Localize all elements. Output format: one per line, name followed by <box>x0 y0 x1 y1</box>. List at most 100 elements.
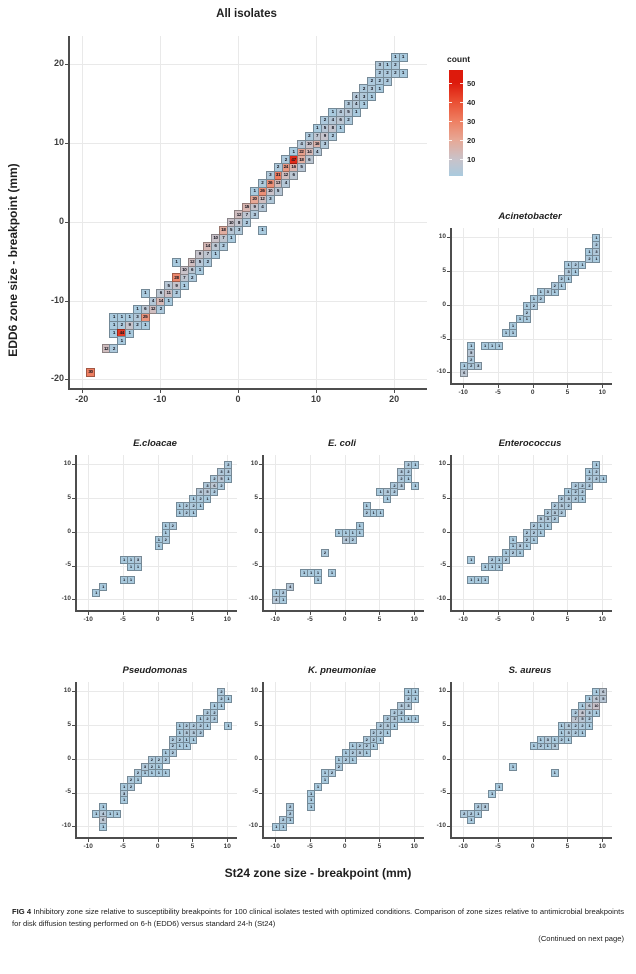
y-tick-label: 10 <box>438 687 446 695</box>
bin-cell: 1 <box>189 508 198 517</box>
legend-tick-mark <box>449 83 452 84</box>
x-axis-tick <box>192 612 194 615</box>
bin-cell: 1 <box>369 742 378 751</box>
gridline-horizontal <box>452 725 612 727</box>
y-axis-tick <box>259 758 262 760</box>
bin-cell: 1 <box>289 147 299 157</box>
bin-cell: 1 <box>306 796 315 805</box>
x-tick-label: -10 <box>270 616 280 623</box>
y-axis-tick <box>259 531 262 533</box>
caption-continued: (Continued on next page) <box>538 934 624 943</box>
caption-body: Inhibitory zone size relative to suscept… <box>12 907 624 928</box>
bin-cell: 1 <box>250 186 260 196</box>
gridline-horizontal <box>452 792 612 794</box>
bin-cell: 1 <box>189 735 198 744</box>
x-tick-label: 0 <box>342 616 347 623</box>
y-axis-tick <box>65 221 68 223</box>
x-tick-label: -5 <box>120 843 126 850</box>
x-tick-label: 5 <box>190 843 195 850</box>
bin-cell: 1 <box>592 234 601 243</box>
x-axis-tick <box>463 612 465 615</box>
bin-cell: 2 <box>217 688 226 697</box>
legend-title: count <box>447 54 471 64</box>
bin-cell: 2 <box>304 131 314 141</box>
x-tick-label: -5 <box>495 843 501 850</box>
y-axis-label: EDD6 zone size - breakpoint (mm) <box>6 163 20 357</box>
y-axis-tick <box>259 826 262 828</box>
bin-cell: 1 <box>133 562 142 571</box>
bin-cell: 1 <box>279 596 288 605</box>
bin-cell: 2 <box>281 155 291 165</box>
x-tick-label: 10 <box>410 616 418 623</box>
y-axis-tick <box>447 826 450 828</box>
legend-tick-mark <box>460 102 463 103</box>
x-axis-tick <box>379 839 381 842</box>
bin-cell: 2 <box>217 481 226 490</box>
gridline-horizontal <box>70 64 427 66</box>
legend-tick-30: 30 <box>467 117 476 126</box>
y-tick-label: 0 <box>442 754 446 762</box>
legend-tick-mark <box>460 159 463 160</box>
y-tick-label: 0 <box>254 527 258 535</box>
y-tick-label: 0 <box>442 527 446 535</box>
gridline-horizontal <box>77 792 237 794</box>
bin-cell: 1 <box>543 522 552 531</box>
bin-cell: 1 <box>383 495 392 504</box>
y-axis-tick <box>65 300 68 302</box>
y-tick-label: -10 <box>436 821 446 829</box>
y-axis-tick <box>447 464 450 466</box>
bin-cell: 1 <box>140 320 150 330</box>
panel-ecloacae: -10 -5 0 5 10 -10 -5 0 5 10 1 1 1 1 1 1 3 1 1 1 1 2 1 1 2 1 1 2 2 1 2 1… <box>62 455 237 623</box>
gridline-vertical <box>81 36 83 388</box>
y-axis-tick <box>72 498 75 500</box>
legend-tick-mark <box>449 102 452 103</box>
x-tick-label: -10 <box>458 616 468 623</box>
bin-cell: 2 <box>550 515 559 524</box>
x-axis-tick <box>532 839 534 842</box>
bin-cell: 4 <box>312 147 322 157</box>
y-axis-tick <box>447 237 450 239</box>
bin-cell: 2 <box>203 257 213 267</box>
y-tick-label: -10 <box>248 594 258 602</box>
bin-cell: 2 <box>320 549 329 558</box>
x-axis-tick <box>122 612 124 615</box>
bin-cell: 1 <box>398 68 408 78</box>
x-tick-label: 10 <box>598 843 606 850</box>
gridline-horizontal <box>264 498 424 500</box>
x-tick-label: -10 <box>270 843 280 850</box>
x-tick-label: -10 <box>458 389 468 396</box>
bin-cell: 1 <box>367 92 377 102</box>
x-axis-tick <box>237 390 239 393</box>
bin-cell: 1 <box>474 809 483 818</box>
bin-cell: 6 <box>599 688 608 697</box>
gridline-horizontal <box>70 143 427 145</box>
x-tick-label: -5 <box>307 843 313 850</box>
y-axis-tick <box>447 271 450 273</box>
gridline-horizontal <box>77 531 237 533</box>
bin-cell: 1 <box>411 715 420 724</box>
x-axis-tick <box>344 839 346 842</box>
gridline-horizontal <box>452 372 612 374</box>
bin-cell: 1 <box>126 576 135 584</box>
gridline-horizontal <box>452 464 612 466</box>
bin-cell: 1 <box>125 328 135 338</box>
x-axis-tick <box>602 839 604 842</box>
bin-cell: 3 <box>481 803 489 811</box>
bin-cell: 1 <box>211 249 221 259</box>
bin-cell: 1 <box>529 535 538 544</box>
panel-all-isolates: -20 -10 0 10 20 -20 -10 0 10 20 30 12 2 1 2 1 44 1 1 9 2 1 1 1 3… <box>51 36 427 404</box>
legend-color-bar <box>449 70 463 176</box>
x-tick-label: -5 <box>307 616 313 623</box>
y-axis-tick <box>447 691 450 693</box>
bin-cell: 1 <box>313 576 322 584</box>
panel-acinetobacter: -10 -5 0 5 10 -10 -5 0 5 10 6 1 2 3 2 5 1 1 1 1 1 1 1 1 1 2 1 2 1 2 1 3… <box>437 228 612 396</box>
bin-cell: 1 <box>348 755 357 764</box>
x-axis-tick <box>463 385 465 388</box>
y-axis-tick <box>72 826 75 828</box>
y-tick-label: -5 <box>252 788 258 796</box>
legend-tick-20: 20 <box>467 136 476 145</box>
bin-cell: 1 <box>257 226 267 236</box>
bin-cell: 2 <box>210 488 219 497</box>
panel-kpneumoniae: -10 -5 0 5 10 -10 -5 0 5 10 1 1 2 1 2 2 1 1 1 1 1 1 2 2 1 2 1 2 1 1 2 3… <box>249 682 424 850</box>
x-axis-tick <box>463 839 465 842</box>
